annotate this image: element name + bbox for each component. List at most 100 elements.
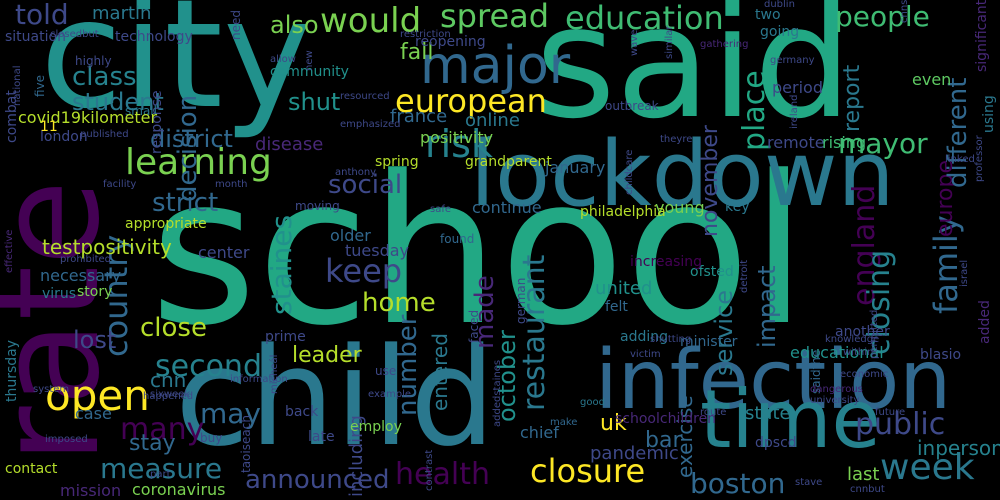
word: close — [140, 313, 207, 343]
word: found — [440, 232, 475, 246]
word: minister — [680, 334, 738, 350]
word: safe — [430, 204, 452, 215]
word: january — [545, 158, 606, 177]
word: infection — [595, 333, 952, 428]
word: fall — [400, 40, 434, 65]
word: would — [320, 1, 422, 41]
word: even — [912, 70, 952, 89]
word: educational — [790, 343, 884, 362]
word: childcare — [624, 149, 635, 195]
word: university — [810, 395, 860, 406]
word: closure — [530, 452, 646, 490]
word: announced — [245, 465, 390, 495]
word: anthony — [335, 167, 377, 178]
word: continue — [472, 198, 542, 217]
word: entered — [428, 333, 452, 411]
word: online — [465, 110, 520, 131]
word: covid19kilometer — [18, 108, 158, 127]
word: employ — [350, 419, 402, 435]
word: outbreak — [605, 99, 659, 113]
word: november — [698, 125, 723, 237]
word: education — [565, 0, 724, 37]
word: community — [270, 64, 349, 80]
word: said — [535, 0, 853, 153]
word: gathering — [700, 39, 749, 50]
word: bar — [645, 428, 682, 453]
word: center — [198, 243, 250, 262]
word: back — [285, 404, 319, 420]
word: significant — [974, 0, 990, 72]
word: cnnbut — [850, 484, 885, 495]
word: virus — [42, 286, 77, 302]
word: moving — [295, 199, 340, 213]
word: lockdown — [470, 122, 895, 227]
word: shut — [288, 88, 341, 116]
word: restriction — [400, 29, 451, 40]
word: spread — [440, 0, 550, 35]
word: place — [737, 70, 772, 151]
word: home — [362, 288, 436, 318]
word: germany — [770, 55, 815, 66]
word: strict — [152, 188, 219, 218]
word: different — [943, 77, 973, 188]
word: wave — [629, 29, 640, 56]
word: united — [595, 278, 653, 299]
word: example — [368, 389, 412, 400]
word: micheál — [269, 354, 280, 394]
word: adding — [620, 329, 669, 345]
word: ofsted — [690, 264, 734, 280]
word: need — [229, 10, 243, 40]
word: german — [514, 277, 528, 324]
word: late — [308, 429, 335, 445]
word: second — [155, 349, 262, 384]
word: many — [120, 412, 205, 447]
word: school — [150, 133, 808, 371]
word: allow — [270, 54, 296, 65]
word: city — [40, 0, 312, 142]
word: prime — [265, 329, 306, 345]
word: learning — [125, 142, 272, 183]
word: national — [12, 65, 23, 106]
word: france — [390, 106, 448, 127]
word: lost — [73, 326, 117, 354]
word: staines — [265, 214, 298, 315]
word: five — [33, 74, 47, 97]
word: dangerous — [810, 384, 863, 395]
word: health — [395, 457, 490, 492]
word: stay — [129, 431, 176, 456]
word: similar — [664, 25, 675, 59]
word: cnn — [150, 368, 187, 392]
word: disease — [255, 134, 324, 155]
word: last — [847, 464, 880, 485]
word: technology — [115, 29, 193, 45]
word: student — [72, 88, 164, 116]
word: coronavirus — [132, 480, 226, 499]
word: thursday — [4, 339, 20, 402]
word: boston — [690, 467, 786, 500]
word: young — [655, 198, 705, 217]
word: keep — [325, 252, 403, 290]
word: victim — [630, 349, 661, 360]
word: decision — [173, 94, 203, 202]
word: positivity — [420, 128, 494, 147]
word: district — [150, 125, 233, 153]
word: resourced — [340, 91, 390, 102]
word: professor — [974, 135, 985, 182]
word: class — [72, 62, 137, 92]
word: public — [855, 407, 946, 442]
word: inperson — [917, 436, 1000, 460]
word: appropriate — [125, 216, 207, 232]
word: route — [700, 407, 727, 418]
word: exercise — [673, 395, 697, 478]
word: use — [375, 364, 397, 378]
word: pandemic — [590, 443, 679, 464]
word: 11 — [40, 119, 58, 135]
word: case — [75, 404, 112, 423]
word: tuesday — [345, 241, 410, 260]
word: key — [725, 199, 750, 215]
word: people — [835, 0, 930, 33]
word: increasing — [630, 254, 703, 270]
word: time — [700, 373, 881, 466]
word: week — [880, 447, 975, 488]
